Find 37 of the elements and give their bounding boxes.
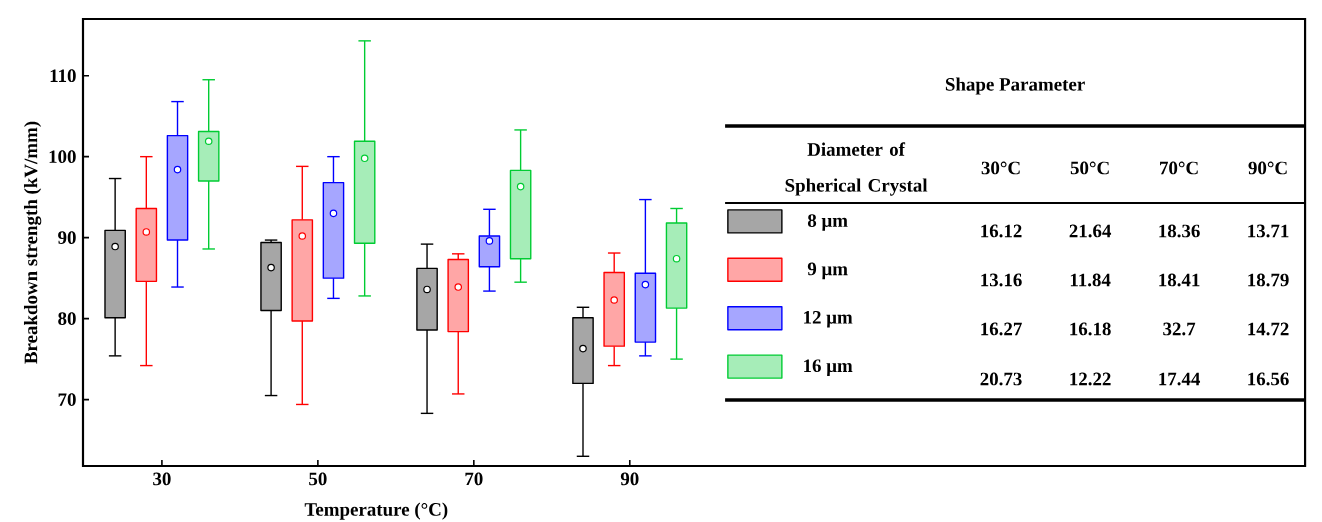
text: Shape Parameter	[945, 77, 1085, 95]
text: 14.72	[1248, 322, 1289, 336]
y-tick-label: 90	[58, 231, 76, 245]
x-tick-label: 90	[620, 472, 639, 486]
x-tick-label: 30	[153, 472, 171, 486]
legend-title: Diameter of Spherical Crystal	[785, 142, 928, 196]
text: 12.22	[1070, 372, 1111, 386]
text: 16.27	[981, 322, 1022, 336]
x-tick-label: 50	[309, 472, 327, 486]
x-axis-title: Temperature (°C)	[304, 502, 448, 520]
text: 50°C	[1070, 161, 1109, 175]
x-tick-label: 70	[465, 472, 483, 486]
y-tick-label: 100	[49, 150, 76, 164]
legend-label: 9 μm	[807, 262, 848, 280]
text: 20.73	[980, 372, 1022, 386]
y-tick-label: 110	[50, 69, 76, 83]
text: 32.7	[1163, 322, 1196, 336]
text: 11.84	[1070, 273, 1111, 287]
text: 13.16	[981, 273, 1022, 287]
text: 90°C	[1248, 161, 1287, 175]
text: 17.44	[1159, 372, 1201, 386]
text: 18.79	[1248, 273, 1289, 287]
text: 30°C	[981, 161, 1020, 175]
y-tick-label: 70	[58, 393, 76, 406]
text: 16.56	[1248, 372, 1289, 386]
legend-label: 16 μm	[804, 359, 853, 376]
text: 70°C	[1160, 161, 1198, 175]
text: 21.64	[1069, 224, 1112, 238]
text: 18.36	[1159, 224, 1200, 238]
legend-label: 12 μm	[804, 311, 853, 328]
y-tick-label: 80	[58, 312, 76, 326]
text: 18.41	[1159, 273, 1200, 287]
text: 13.71	[1248, 224, 1289, 238]
text: 16.12	[981, 224, 1022, 238]
y-axis-title: Breakdown strength (kV/mm)	[23, 121, 42, 364]
legend-label: 8 μm	[807, 214, 848, 231]
text: 16.18	[1070, 322, 1111, 336]
